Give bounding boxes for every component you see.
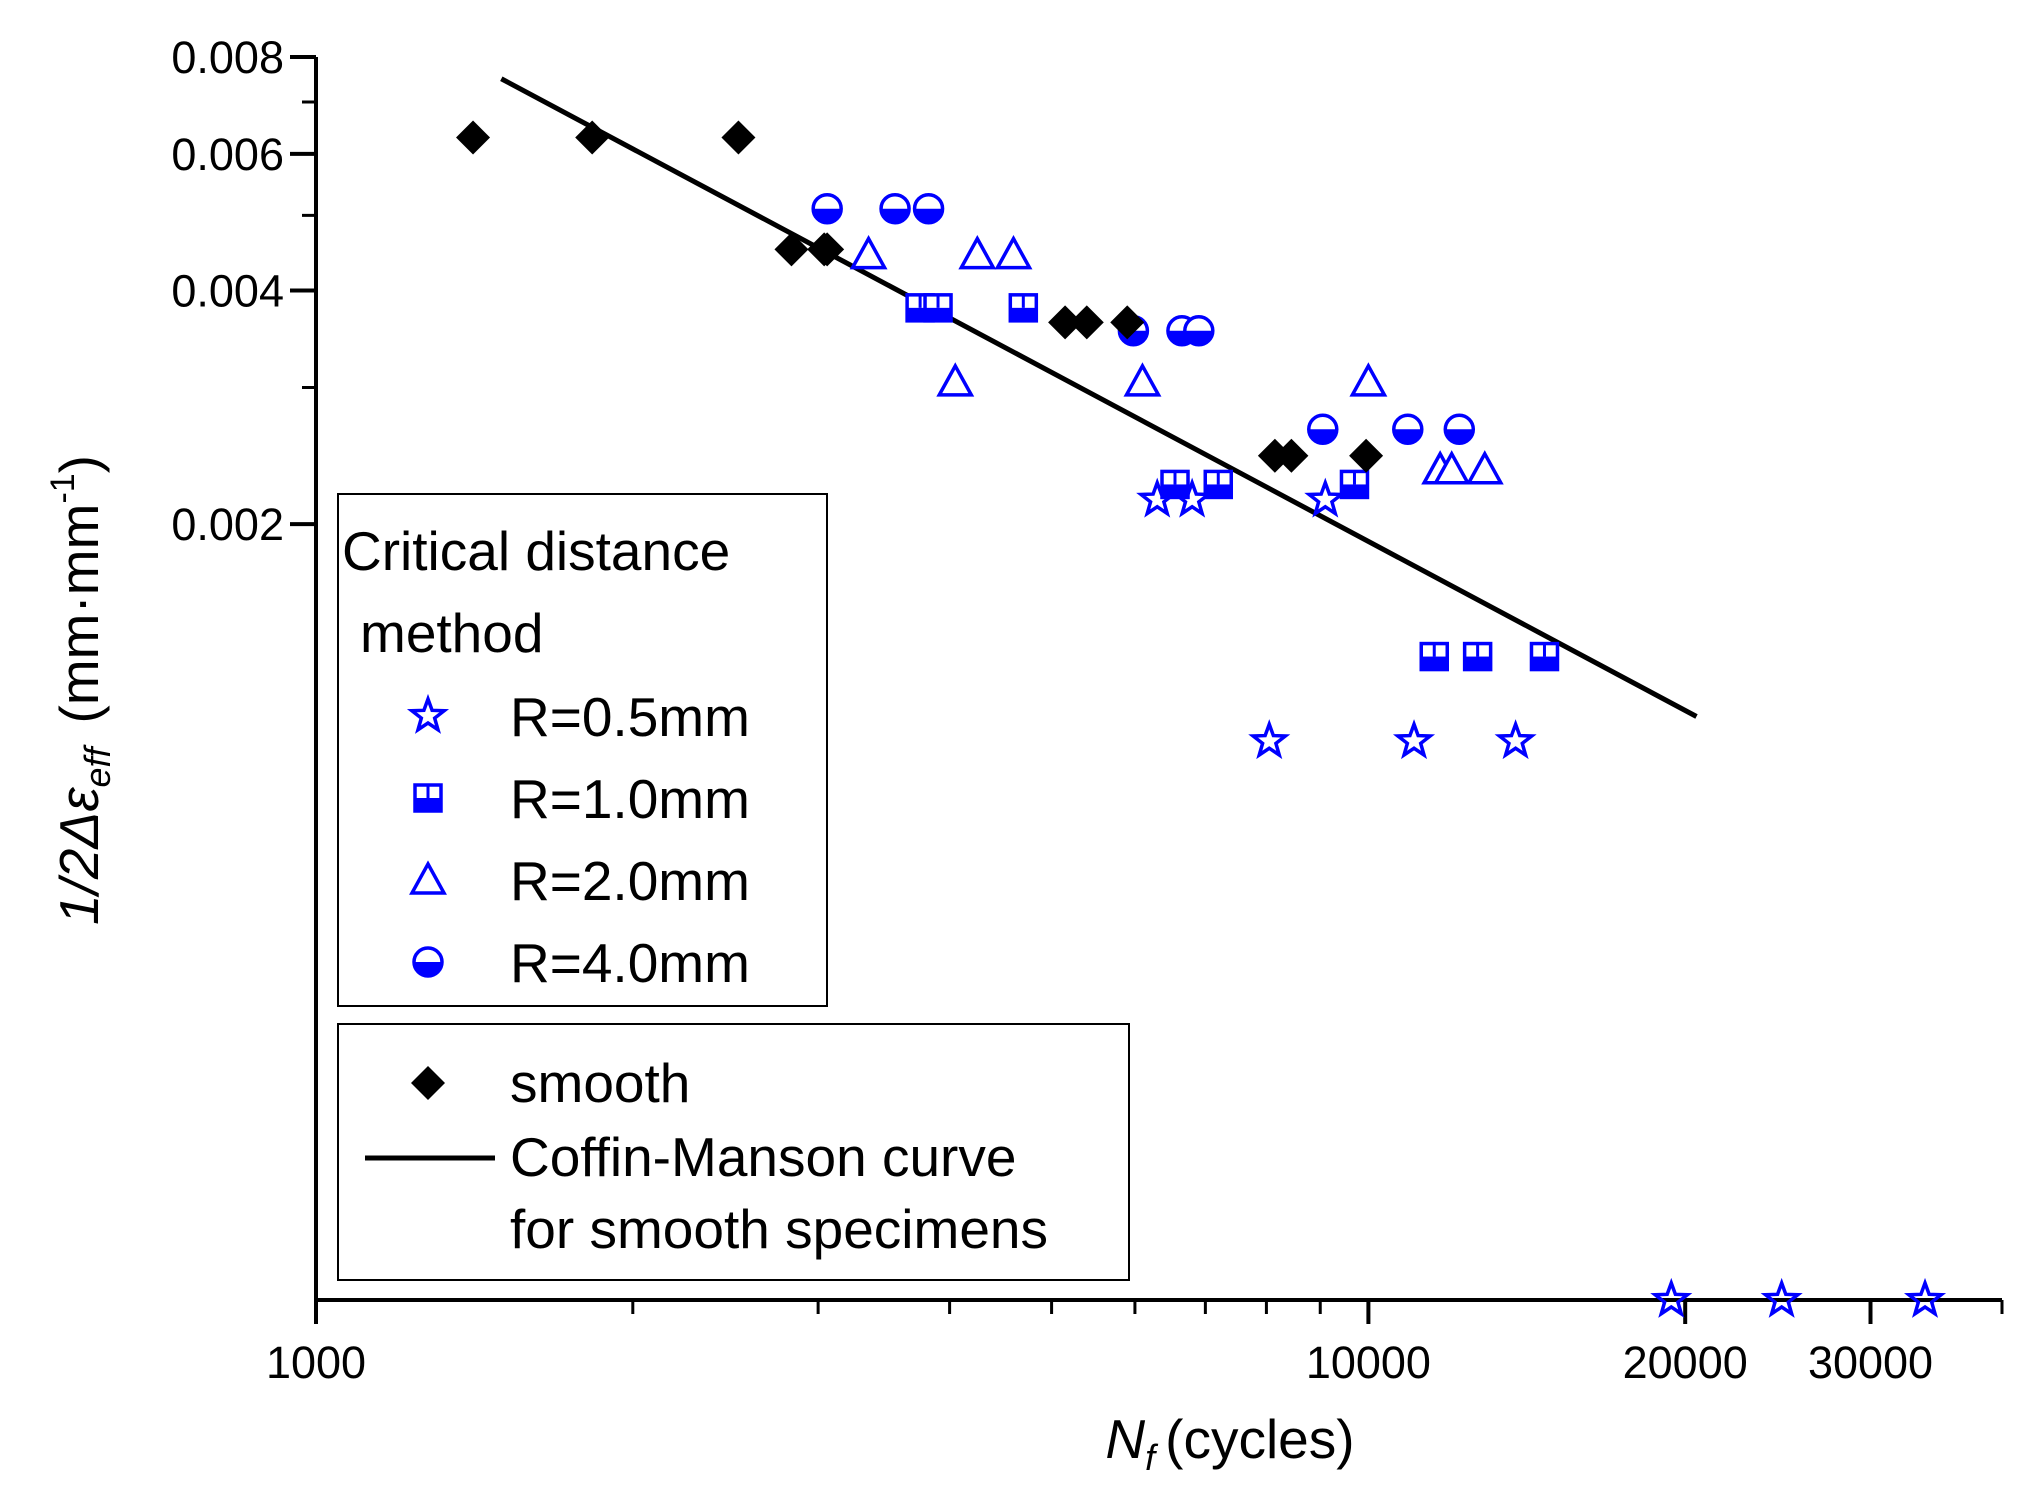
x-tick-label: 30000 <box>1808 1337 1933 1388</box>
legend-marker-r-0-5mm <box>406 693 450 734</box>
point-r-0-5mm <box>1760 1277 1803 1318</box>
legend-group-title-line1: Critical distance <box>342 520 730 582</box>
point-r-4-0mm <box>1183 315 1215 347</box>
legend-label-r40: R=4.0mm <box>510 932 750 994</box>
point-r-2-0mm <box>1465 450 1504 485</box>
point-r-2-0mm <box>958 235 997 270</box>
legend-critical-distance: Critical distance method R=0.5mm R=1.0mm… <box>337 493 828 1007</box>
point-smooth <box>575 120 610 155</box>
point-r-2-0mm <box>1349 362 1388 397</box>
point-r-1-0mm <box>1462 641 1493 672</box>
legend1-markers <box>406 693 450 978</box>
fit-layer <box>500 76 1698 719</box>
major-ticks: 1000 10000 20000 30000 0.002 0.004 0.006 0.008 <box>171 32 1933 1388</box>
point-r-0-5mm <box>1903 1277 1947 1318</box>
point-r-4-0mm <box>811 192 843 225</box>
point-r-0-5mm <box>1304 477 1347 518</box>
points-layer <box>456 120 1947 1318</box>
point-smooth <box>1274 438 1309 473</box>
legend-group-title-line2: method <box>360 602 543 664</box>
x-tick-label: 1000 <box>266 1337 366 1388</box>
point-smooth <box>1110 305 1145 340</box>
legend-marker-r-1-0mm <box>413 783 443 813</box>
point-r-4-0mm <box>1307 413 1339 446</box>
point-r-1-0mm <box>1203 469 1234 500</box>
point-r-4-0mm <box>1443 413 1476 446</box>
point-r-0-5mm <box>1494 719 1537 760</box>
point-smooth <box>774 232 809 267</box>
svg-text:Nf(cycles): Nf (cycles) <box>1105 1408 1354 1478</box>
point-r-0-5mm <box>1392 719 1436 760</box>
legend-label-r10: R=1.0mm <box>510 768 750 830</box>
point-r-1-0mm <box>1419 641 1450 672</box>
y-tick-label: 0.004 <box>171 266 284 317</box>
legend-label-smooth: smooth <box>510 1052 690 1114</box>
legend-smooth: smooth Coffin-Manson curve for smooth sp… <box>337 1023 1130 1281</box>
point-r-2-0mm <box>849 235 888 270</box>
point-smooth <box>1048 305 1083 340</box>
point-smooth <box>721 120 756 155</box>
point-r-2-0mm <box>936 362 975 397</box>
point-r-1-0mm <box>1339 469 1370 500</box>
point-r-4-0mm <box>879 192 911 225</box>
point-r-1-0mm <box>1008 293 1039 323</box>
svg-text:1/2Δεeff(mm·mm-1): 1/2Δεeff(mm·mm-1) <box>44 455 118 925</box>
point-r-2-0mm <box>1432 450 1471 485</box>
legend2-markers <box>411 1066 445 1100</box>
legend-box-1 <box>337 493 828 1007</box>
x-tick-label: 10000 <box>1306 1337 1431 1388</box>
point-r-4-0mm <box>912 192 945 225</box>
point-r-1-0mm <box>1160 469 1190 500</box>
point-smooth <box>1069 305 1104 340</box>
y-tick-label: 0.008 <box>171 32 284 83</box>
point-smooth <box>810 232 845 267</box>
point-r-0-5mm <box>1248 719 1291 760</box>
legend-label-fit-line2: for smooth specimens <box>510 1198 1048 1260</box>
legend-label-r20: R=2.0mm <box>510 850 750 912</box>
point-smooth <box>1349 438 1384 473</box>
y-tick-label: 0.006 <box>171 129 284 180</box>
x-axis-title: Nf (cycles) <box>1105 1408 1354 1478</box>
y-axis-title: 1/2Δεeff(mm·mm-1) <box>44 455 118 925</box>
point-r-2-0mm <box>1123 362 1162 397</box>
legend-label-r05: R=0.5mm <box>510 686 750 748</box>
coffin-manson-line <box>500 76 1698 719</box>
point-r-4-0mm <box>1392 413 1424 446</box>
point-r-1-0mm <box>923 293 953 323</box>
legend-marker-r-2-0mm <box>409 860 447 895</box>
point-smooth <box>456 120 491 155</box>
legend-box-2 <box>337 1023 1130 1281</box>
point-r-2-0mm <box>994 235 1033 270</box>
legend-marker-r-4-0mm <box>412 946 444 978</box>
axes <box>314 57 2002 1302</box>
point-r-0-5mm <box>1650 1277 1693 1318</box>
point-r-1-0mm <box>1529 641 1560 672</box>
y-tick-label: 0.002 <box>171 499 284 550</box>
legend-marker-smooth <box>411 1066 445 1100</box>
x-tick-label: 20000 <box>1623 1337 1748 1388</box>
legend-label-fit-line1: Coffin-Manson curve <box>510 1126 1016 1188</box>
